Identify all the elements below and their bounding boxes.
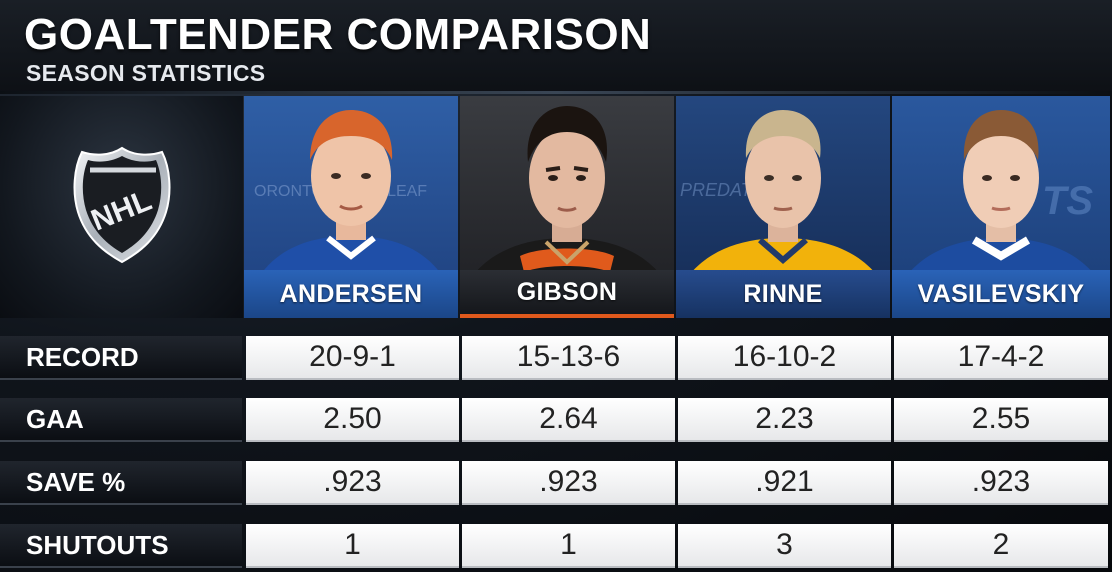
nhl-shield-icon: NHL (73, 146, 171, 264)
player-card-andersen: ORONTO MAPLE LEAF ANDERSEN (244, 96, 458, 318)
stat-cell: 17-4-2 (894, 336, 1108, 380)
stat-cell: .923 (462, 461, 675, 505)
page-title: GOALTENDER COMPARISON (24, 10, 652, 59)
svg-text:TS: TS (1042, 179, 1093, 223)
player-name-andersen: ANDERSEN (244, 270, 458, 318)
header: GOALTENDER COMPARISON SEASON STATISTICS (0, 0, 1112, 94)
stat-cell: 2.23 (678, 398, 891, 442)
stat-label-save-percent: SAVE % (0, 461, 242, 505)
player-name-vasilevskiy: VASILEVSKIY (892, 270, 1110, 318)
stat-cell: 16-10-2 (678, 336, 891, 380)
stat-cell: 2.50 (246, 398, 459, 442)
player-card-rinne: PREDATORS RINNE (676, 96, 890, 318)
stat-cell: .923 (246, 461, 459, 505)
player-name-rinne: RINNE (676, 270, 890, 318)
stat-label-record: RECORD (0, 336, 242, 380)
player-name-gibson: GIBSON (460, 270, 674, 318)
stat-label-gaa: GAA (0, 398, 242, 442)
stat-label-shutouts: SHUTOUTS (0, 524, 242, 568)
stat-cell: 2.55 (894, 398, 1108, 442)
page-subtitle: SEASON STATISTICS (26, 60, 266, 86)
logo-panel: NHL (0, 96, 243, 318)
stat-cell: 2 (894, 524, 1108, 568)
stat-cell: 2.64 (462, 398, 675, 442)
player-card-vasilevskiy: TS VASILEVSKIY (892, 96, 1110, 318)
stat-cell: 20-9-1 (246, 336, 459, 380)
stat-cell: 1 (246, 524, 459, 568)
stat-cell: 1 (462, 524, 675, 568)
player-card-gibson: GIBSON (460, 96, 674, 318)
stat-cell: 15-13-6 (462, 336, 675, 380)
stat-cell: .921 (678, 461, 891, 505)
stat-cell: .923 (894, 461, 1108, 505)
stat-cell: 3 (678, 524, 891, 568)
